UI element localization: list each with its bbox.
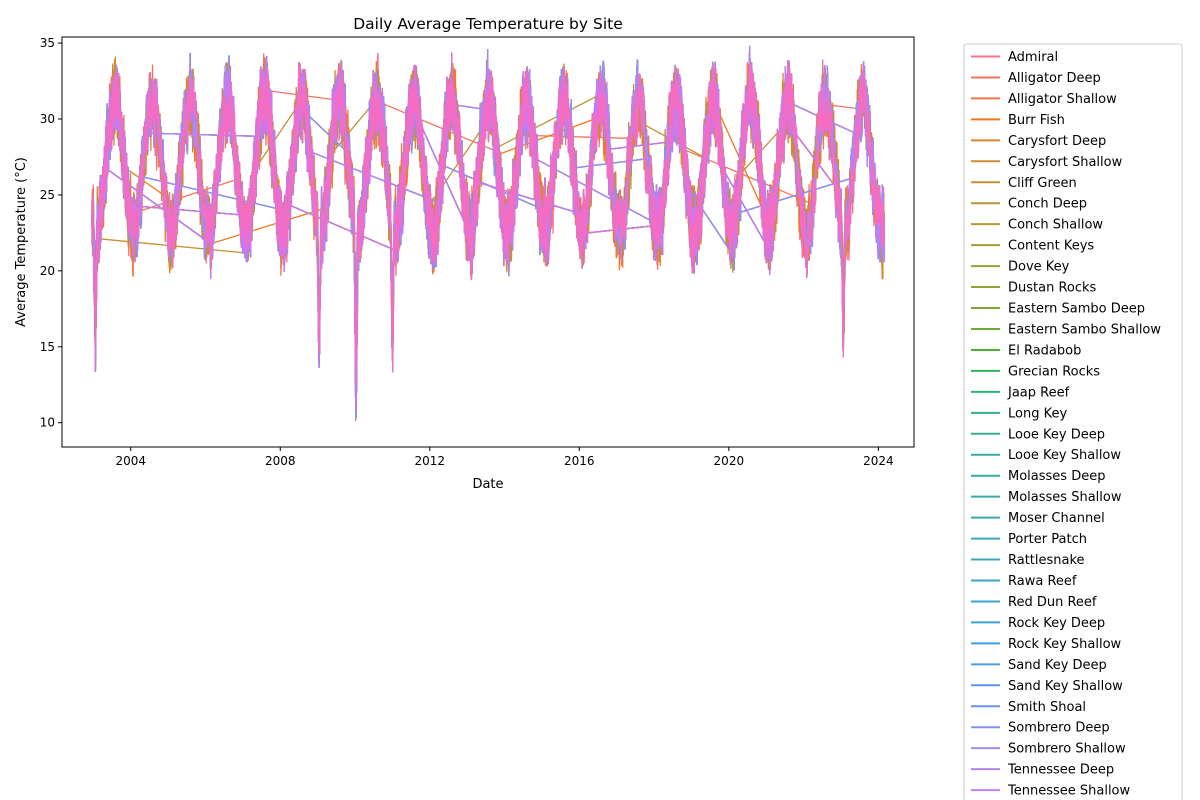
y-tick-label: 10 — [40, 416, 55, 430]
legend-entry: Sand Key Deep — [1008, 658, 1107, 673]
legend-entry: Cliff Green — [1008, 176, 1077, 191]
x-tick-label: 2004 — [115, 454, 146, 468]
y-axis: 10 15 20 25 30 35 — [40, 36, 62, 430]
legend-entry: Rock Key Shallow — [1008, 637, 1122, 652]
legend-entry: Grecian Rocks — [1008, 364, 1100, 379]
plot-area — [91, 45, 886, 422]
x-tick-label: 2008 — [265, 454, 296, 468]
legend-entry: Looe Key Deep — [1008, 427, 1105, 442]
legend-entry: Burr Fish — [1008, 113, 1065, 128]
legend-entry: Red Dun Reef — [1008, 595, 1097, 610]
legend-entry: Eastern Sambo Shallow — [1008, 322, 1161, 337]
x-tick-label: 2020 — [714, 454, 745, 468]
legend-entry: Conch Shallow — [1008, 218, 1103, 233]
x-axis-label: Date — [472, 477, 503, 492]
y-tick-label: 35 — [40, 36, 55, 50]
legend-entry: Molasses Shallow — [1008, 490, 1122, 505]
legend-entry: Rawa Reef — [1008, 574, 1077, 589]
legend-entry: Looe Key Shallow — [1008, 448, 1121, 463]
legend-entry: Moser Channel — [1008, 511, 1105, 526]
y-axis-label: Average Temperature (°C) — [14, 157, 29, 327]
legend-entry: Jaap Reef — [1007, 385, 1070, 400]
legend-entry: El Radabob — [1008, 343, 1081, 358]
x-axis: 2004 2008 2012 2016 2020 2024 — [115, 447, 894, 468]
legend-entry: Content Keys — [1008, 239, 1094, 254]
legend-entry: Molasses Deep — [1008, 469, 1105, 484]
legend-entry: Rattlesnake — [1008, 553, 1085, 568]
legend-entry: Admiral — [1008, 50, 1058, 65]
legend-entry: Sombrero Shallow — [1008, 742, 1126, 757]
legend-entry: Tennessee Deep — [1007, 763, 1114, 778]
y-tick-label: 25 — [40, 188, 55, 202]
legend-entry: Carysfort Deep — [1008, 134, 1106, 149]
chart-title: Daily Average Temperature by Site — [353, 15, 623, 33]
y-tick-label: 20 — [40, 264, 55, 278]
legend-frame — [963, 43, 1183, 800]
legend-entry: Smith Shoal — [1008, 700, 1086, 715]
legend-entry: Conch Deep — [1008, 197, 1087, 212]
legend-entry: Carysfort Shallow — [1008, 155, 1123, 170]
legend: Admiral Alligator Deep Alligator Shallow Bu… — [963, 43, 1183, 800]
x-tick-label: 2024 — [863, 454, 894, 468]
legend-entry: Tennessee Shallow — [1007, 784, 1131, 799]
legend-entry: Porter Patch — [1008, 532, 1087, 547]
legend-entry: Eastern Sambo Deep — [1008, 302, 1145, 317]
x-tick-label: 2016 — [564, 454, 595, 468]
legend-entry: Alligator Shallow — [1008, 92, 1117, 107]
plot-frame — [61, 36, 915, 448]
legend-entry: Alligator Deep — [1008, 71, 1101, 86]
legend-entry: Dustan Rocks — [1008, 281, 1097, 296]
legend-entry: Dove Key — [1008, 260, 1070, 275]
legend-entry: Sand Key Shallow — [1008, 679, 1123, 694]
legend-entry: Rock Key Deep — [1008, 616, 1105, 631]
series-line — [91, 61, 885, 385]
y-tick-label: 15 — [40, 340, 55, 354]
x-tick-label: 2012 — [415, 454, 446, 468]
y-tick-label: 30 — [40, 112, 55, 126]
legend-entry: Sombrero Deep — [1008, 721, 1110, 736]
legend-entry: Long Key — [1008, 406, 1067, 421]
